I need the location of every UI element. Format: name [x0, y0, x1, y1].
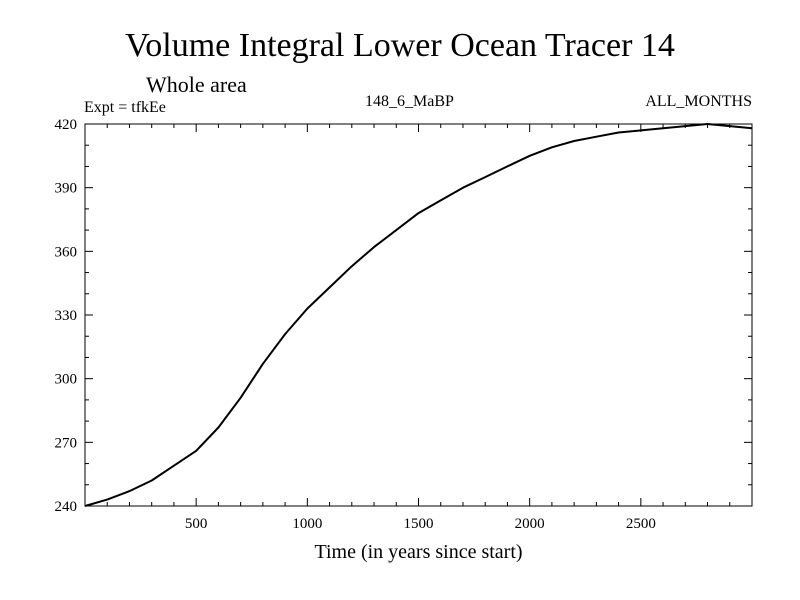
y-tick-label: 300 [55, 372, 78, 388]
experiment-label: Expt = tfkEe [84, 99, 166, 116]
plot-frame [84, 123, 753, 507]
y-tick-label: 360 [55, 244, 78, 260]
x-axis-label: Time (in years since start) [314, 541, 522, 563]
x-tick-label: 2000 [515, 516, 545, 532]
y-tick-label: 330 [55, 308, 78, 324]
x-tick-label: 2500 [626, 516, 656, 532]
period-label: 148_6_MaBP [365, 93, 454, 110]
months-label: ALL_MONTHS [645, 93, 752, 110]
x-tick-label: 1000 [292, 516, 322, 532]
x-tick-label: 500 [185, 516, 208, 532]
x-tick-label: 1500 [404, 516, 434, 532]
chart-subtitle: Whole area [146, 72, 247, 97]
y-tick-label: 420 [55, 117, 78, 133]
chart-title: Volume Integral Lower Ocean Tracer 14 [125, 27, 675, 64]
y-tick-label: 270 [55, 435, 78, 451]
series-line [84, 123, 753, 507]
y-tick-label: 390 [55, 181, 78, 197]
y-tick-label: 240 [55, 499, 78, 515]
